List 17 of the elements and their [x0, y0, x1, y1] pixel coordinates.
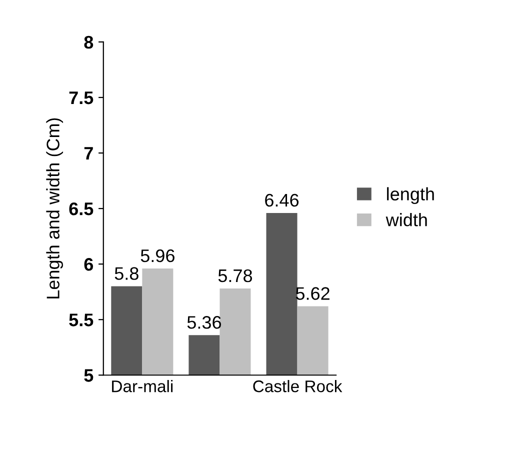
- y-tick-label: 6: [84, 258, 94, 271]
- y-tick-label: 8: [84, 36, 94, 49]
- x-tick-label: Castle Rock: [253, 380, 342, 392]
- legend-label: length: [387, 187, 434, 204]
- data-label: 5.8: [114, 267, 138, 280]
- data-label: 5.78: [218, 269, 252, 282]
- x-tick-label: Dar-mali: [112, 380, 173, 392]
- data-label: 6.46: [265, 194, 299, 207]
- y-tick-label: 6.5: [69, 202, 94, 216]
- data-label: 5.96: [140, 249, 174, 262]
- legend-label: width: [386, 213, 427, 226]
- y-tick-label: 7.5: [69, 92, 94, 104]
- y-tick-label: 7: [84, 147, 93, 160]
- y-tick-label: 5.5: [69, 314, 94, 326]
- data-label: 5.36: [187, 316, 221, 329]
- y-tick-label: 5: [84, 369, 94, 382]
- y-axis-title: Length and width (Cm): [46, 118, 64, 298]
